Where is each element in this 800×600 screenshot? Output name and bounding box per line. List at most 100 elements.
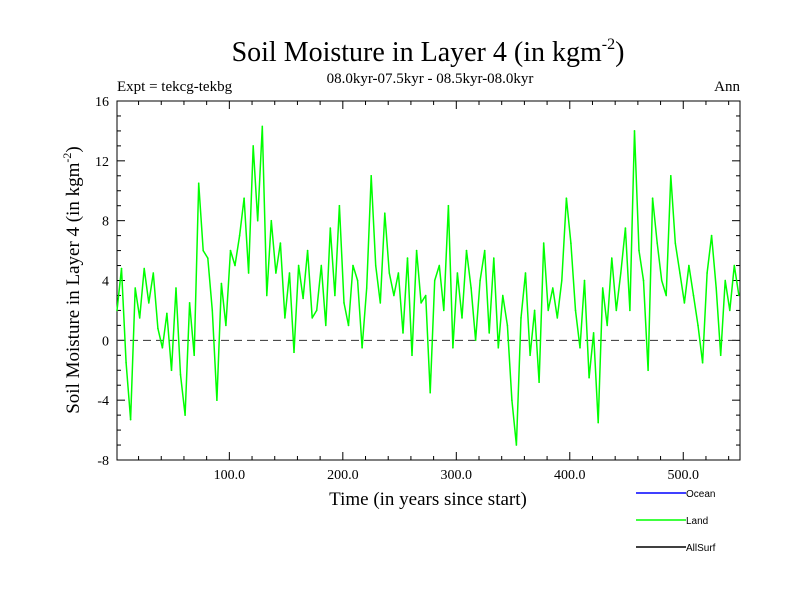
- legend-ocean-label: Ocean: [686, 489, 715, 500]
- y-axis-label-main: Soil Moisture in Layer 4 (in kgm: [63, 162, 84, 413]
- land-data-point: [493, 257, 495, 259]
- land-data-point: [293, 351, 295, 354]
- land-data-point: [397, 272, 400, 274]
- season-label: Ann: [714, 79, 740, 95]
- land-data-point: [570, 242, 572, 244]
- land-data-point: [433, 279, 436, 282]
- land-data-point: [542, 242, 545, 244]
- land-data-point: [411, 354, 413, 357]
- land-data-point: [247, 272, 250, 274]
- land-data-point: [733, 264, 736, 267]
- land-data-point: [347, 324, 350, 327]
- series-line-land: [116, 125, 740, 446]
- land-data-point: [660, 279, 663, 282]
- land-data-point: [638, 249, 640, 252]
- land-data-point: [461, 317, 463, 319]
- land-data-point: [311, 317, 314, 319]
- land-data-point: [356, 279, 359, 282]
- land-data-point: [574, 309, 577, 312]
- land-data-point: [701, 362, 704, 364]
- land-data-point: [538, 381, 540, 384]
- land-data-point: [738, 294, 740, 297]
- land-data-point: [261, 125, 264, 128]
- land-data-point: [597, 421, 599, 424]
- land-data-point: [511, 399, 513, 402]
- legend: Ocean Land AllSurf: [636, 489, 716, 554]
- land-data-point: [502, 294, 504, 297]
- land-data-point: [138, 317, 141, 319]
- land-data-point: [642, 279, 645, 282]
- land-data-point: [134, 287, 136, 289]
- land-data-point: [370, 175, 373, 177]
- x-tick-label: 100.0: [214, 468, 246, 483]
- land-data-point: [706, 272, 708, 274]
- x-tick-label: 400.0: [554, 468, 586, 483]
- y-axis-label-close: ): [63, 146, 84, 152]
- land-data-point: [465, 249, 468, 252]
- land-data-point: [193, 354, 195, 357]
- land-data-point: [556, 317, 559, 319]
- land-data-point: [243, 197, 245, 199]
- chart-title: Soil Moisture in Layer 4 (in kgm-2): [232, 36, 625, 68]
- x-axis: 100.0 200.0 300.0 400.0 500.0: [138, 101, 730, 483]
- x-tick-label: 200.0: [327, 468, 359, 483]
- land-data-point: [424, 294, 427, 297]
- land-data-point: [288, 272, 291, 274]
- land-data-point: [629, 309, 631, 312]
- land-data-point: [688, 264, 690, 267]
- legend-allsurf-label: AllSurf: [686, 543, 716, 554]
- land-data-point: [361, 347, 363, 349]
- land-data-point: [129, 418, 132, 421]
- land-data-point: [579, 347, 581, 349]
- land-data-point: [197, 182, 200, 185]
- land-data-point: [157, 327, 159, 330]
- experiment-label: Expt = tekcg-tekbg: [117, 79, 233, 95]
- land-data-point: [683, 302, 686, 304]
- land-data-point: [515, 444, 518, 446]
- land-data-point: [252, 145, 254, 147]
- land-data-point: [225, 324, 227, 327]
- land-data-point: [275, 272, 277, 274]
- land-data-point: [438, 264, 441, 267]
- land-data-point: [234, 264, 236, 267]
- land-data-point: [592, 332, 595, 334]
- land-data-point: [474, 339, 477, 342]
- land-data-point: [297, 264, 300, 267]
- land-data-point: [606, 324, 608, 327]
- land-data-point: [161, 347, 164, 349]
- land-data-point: [211, 309, 214, 312]
- land-data-point: [601, 287, 604, 289]
- land-data-point: [588, 376, 590, 379]
- land-data-point: [565, 197, 568, 199]
- land-data-point: [402, 332, 404, 334]
- chart-title-superscript: -2: [602, 36, 615, 53]
- land-data-point: [633, 130, 636, 132]
- land-data-point: [270, 219, 273, 222]
- chart-title-main: Soil Moisture in Layer 4 (in kgm: [232, 37, 602, 68]
- land-data-point: [415, 249, 418, 252]
- land-data-point: [207, 257, 209, 259]
- land-data-point: [561, 279, 563, 282]
- land-data-point: [406, 257, 409, 259]
- land-data-point: [529, 354, 531, 357]
- land-data-point: [315, 309, 318, 312]
- land-data-point: [656, 242, 658, 244]
- y-axis: -8 -4 0 4 8 12 16: [95, 95, 740, 469]
- land-data-point: [229, 249, 232, 252]
- land-data-point: [651, 197, 654, 199]
- land-data-point: [583, 279, 586, 282]
- y-tick-label: 16: [95, 95, 109, 110]
- land-data-point: [266, 294, 268, 297]
- land-data-point: [334, 294, 336, 297]
- chart-title-close: ): [615, 37, 624, 68]
- land-data-point: [338, 204, 341, 207]
- land-data-point: [429, 391, 432, 394]
- land-data-point: [384, 212, 386, 214]
- y-tick-label: 8: [102, 215, 109, 230]
- land-data-point: [166, 312, 168, 315]
- land-data-point: [279, 242, 282, 244]
- land-data-point: [697, 324, 699, 327]
- land-data-point: [533, 309, 536, 312]
- land-data-point: [152, 272, 155, 274]
